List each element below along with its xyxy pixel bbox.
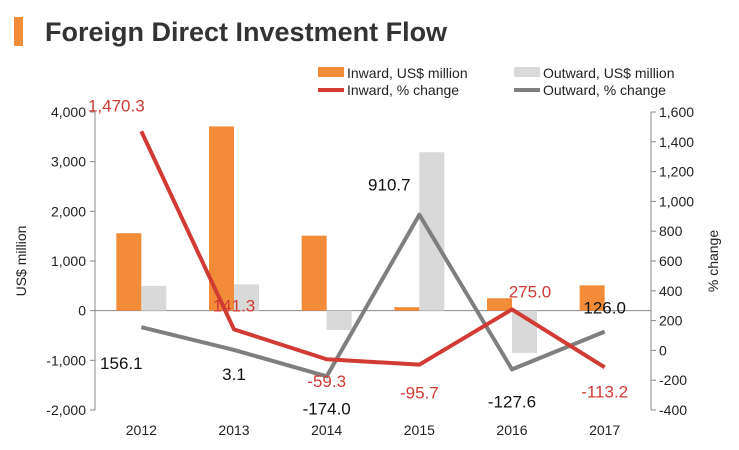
title-accent-bar (14, 17, 23, 46)
y-tick-label-left: 2,000 (51, 203, 86, 219)
y-tick-label-left: 1,000 (51, 253, 86, 269)
y-tick-label-right: 1,400 (659, 134, 694, 150)
outward-change-label: -174.0 (303, 399, 351, 418)
inward-change-label: 141.3 (213, 296, 256, 315)
outward-change-label: 3.1 (222, 365, 246, 384)
y-tick-label-right: 1,000 (659, 193, 694, 209)
legend-label-outward-line: Outward, % change (543, 82, 666, 98)
inward-change-label: 1,470.3 (88, 96, 145, 115)
outward-bar (419, 152, 445, 311)
x-tick-label: 2016 (496, 422, 527, 438)
outward-bar (141, 285, 167, 311)
x-tick-label: 2013 (218, 422, 249, 438)
y-tick-label-right: -400 (659, 402, 687, 418)
outward-change-label: 910.7 (368, 176, 411, 195)
inward-bar (487, 298, 512, 311)
legend-label-outward-bar: Outward, US$ million (543, 65, 675, 81)
x-tick-label: 2017 (589, 422, 620, 438)
inward-bar (209, 126, 234, 311)
x-tick-label: 2012 (126, 422, 157, 438)
outward-change-label: 126.0 (583, 299, 626, 318)
inward-bar (394, 307, 420, 311)
outward-bar (234, 284, 259, 311)
outward-bar (326, 310, 352, 331)
inward-change-label: -95.7 (400, 384, 439, 403)
chart-title: Foreign Direct Investment Flow (45, 17, 448, 47)
inward-bar (116, 233, 142, 311)
inward-change-line (139, 130, 606, 369)
y-tick-label-left: -2,000 (46, 402, 86, 418)
y-tick-label-left: -1,000 (46, 352, 86, 368)
inward-bar (579, 285, 605, 311)
y-tick-label-right: 200 (659, 313, 683, 329)
inward-bar (301, 235, 327, 311)
x-tick-label: 2014 (311, 422, 342, 438)
legend-label-inward-bar: Inward, US$ million (347, 65, 468, 81)
legend-swatch-inward-bar (318, 67, 344, 77)
y-tick-label-right: 1,600 (659, 104, 694, 120)
inward-change-label: -59.3 (307, 372, 346, 391)
y-axis-left-title: US$ million (13, 226, 29, 297)
y-tick-label-right: 0 (659, 342, 667, 358)
y-tick-label-right: -200 (659, 372, 687, 388)
outward-change-line (140, 212, 606, 379)
y-tick-label-right: 800 (659, 223, 683, 239)
y-tick-label-left: 4,000 (51, 104, 86, 120)
outward-change-label: -127.6 (488, 392, 536, 411)
y-tick-label-left: 3,000 (51, 154, 86, 170)
x-tick-label: 2015 (404, 422, 435, 438)
inward-change-label: -113.2 (581, 382, 628, 401)
outward-change-label: 156.1 (100, 354, 143, 373)
y-tick-label-right: 1,200 (659, 164, 694, 180)
legend-label-inward-line: Inward, % change (347, 82, 459, 98)
y-tick-label-right: 600 (659, 253, 683, 269)
legend-swatch-outward-bar (514, 67, 540, 77)
y-tick-label-right: 400 (659, 283, 683, 299)
inward-change-label: 275.0 (509, 282, 552, 301)
y-axis-right-title: % change (705, 230, 721, 292)
y-tick-label-left: 0 (78, 303, 86, 319)
